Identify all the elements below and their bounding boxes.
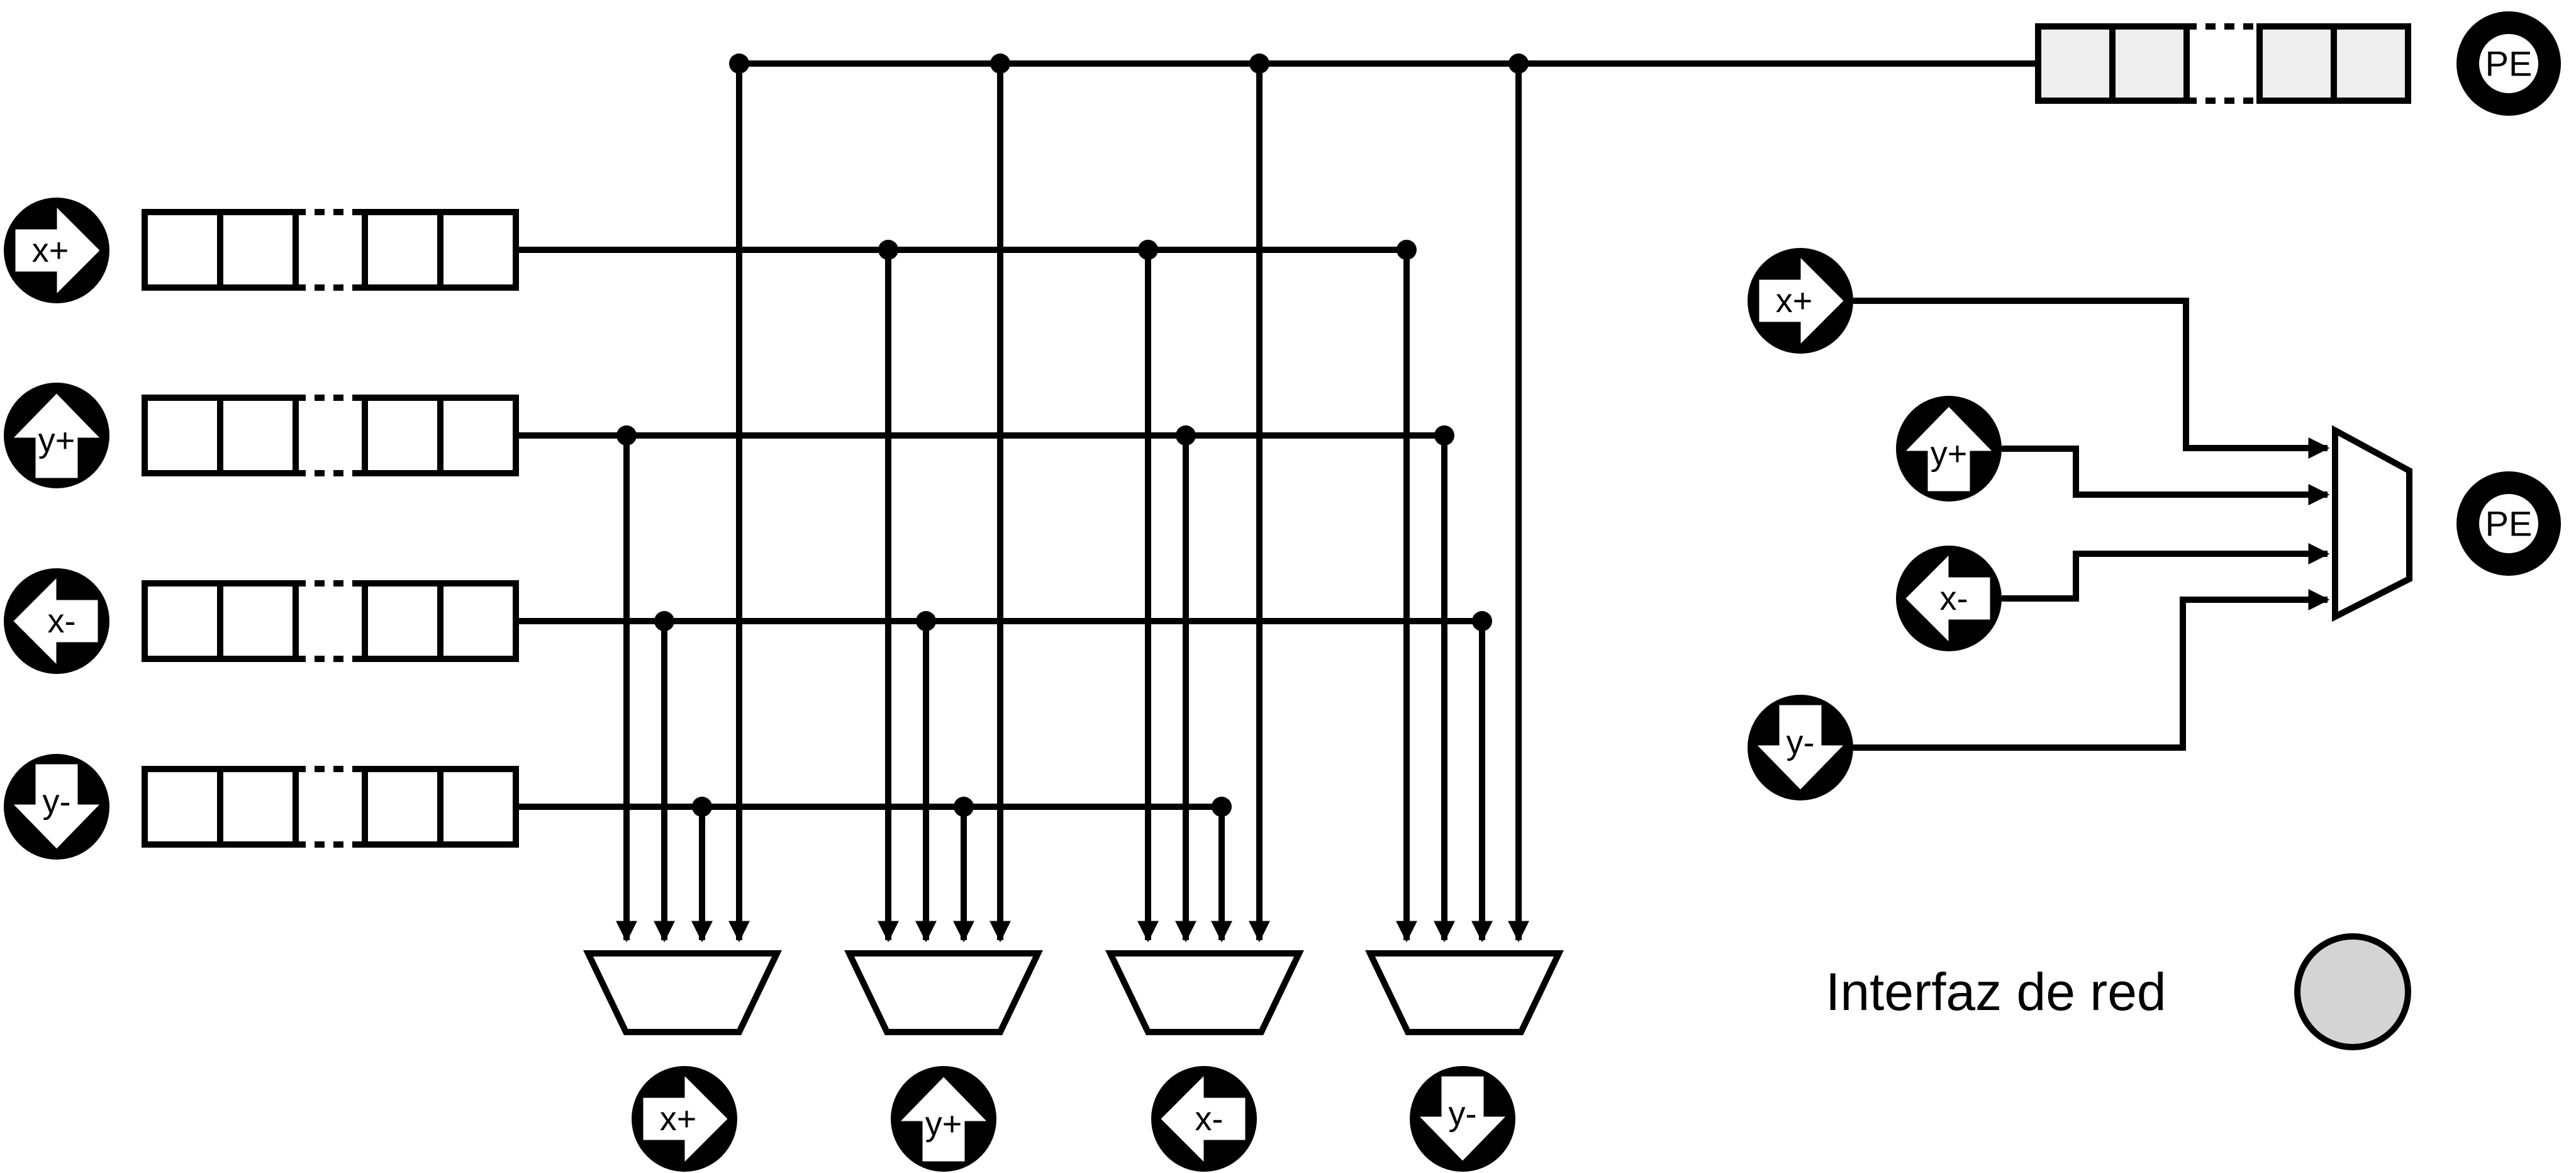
ejection-inputs: x+ y+ x- y- xyxy=(1748,248,2002,800)
input-port-y-plus: y+ xyxy=(4,383,109,488)
pe-ring-icon xyxy=(2456,471,2561,576)
pe-ring-icon xyxy=(2456,11,2561,116)
port-label: y+ xyxy=(925,1105,962,1143)
arrow-up-icon xyxy=(6,389,107,481)
legend-label-network-interface: Interfaz de red xyxy=(1826,962,2166,1021)
arrow-left-icon xyxy=(1901,547,1993,649)
ejection-mux xyxy=(2332,425,2412,622)
input-port-x-plus: x+ xyxy=(4,198,109,303)
input-buffer-x-plus xyxy=(142,209,519,291)
legend: Interfaz de red xyxy=(1826,933,2411,1050)
output-port-y-plus: y+ xyxy=(891,1066,996,1172)
network-interface-icon xyxy=(2294,933,2411,1050)
port-label: x+ xyxy=(1776,282,1813,320)
input-port-y-minus: y- xyxy=(4,754,109,860)
output-port-x-minus: x- xyxy=(1151,1066,1257,1172)
arrow-down-icon xyxy=(1412,1073,1513,1165)
input-buffer-x-minus xyxy=(142,580,519,662)
output-mux-y-minus xyxy=(1365,950,1564,1035)
port-label: x+ xyxy=(32,232,69,269)
port-label: y- xyxy=(1449,1095,1477,1133)
arrow-right-icon xyxy=(12,199,104,301)
arrow-down-icon xyxy=(6,761,107,853)
arrow-up-icon xyxy=(1899,402,1999,495)
pe-label: PE xyxy=(2485,504,2533,544)
output-port-y-minus: y- xyxy=(1410,1066,1515,1172)
ejection-port-x-minus: x- xyxy=(1896,546,2002,651)
port-label: x- xyxy=(1195,1100,1224,1138)
port-label: y- xyxy=(1787,724,1815,761)
output-mux-y-plus xyxy=(844,950,1043,1035)
junction-dots xyxy=(616,53,1529,817)
input-buffer-y-minus xyxy=(142,766,519,848)
pe-injection-buffer xyxy=(2035,23,2411,104)
output-mux-x-plus xyxy=(583,950,782,1035)
arrow-left-icon xyxy=(1156,1068,1249,1170)
port-label: y+ xyxy=(1931,435,1968,473)
port-label: y+ xyxy=(38,422,75,459)
output-port-x-plus: x+ xyxy=(632,1066,737,1172)
pe-source: PE xyxy=(2456,11,2561,116)
ejection-wires xyxy=(1853,298,2330,751)
arrow-left-icon xyxy=(9,570,101,672)
pe-sink: PE xyxy=(2456,471,2561,576)
port-label: x- xyxy=(1940,580,1968,617)
input-buffer-y-plus xyxy=(142,395,519,476)
input-port-x-minus: x- xyxy=(4,568,109,674)
output-mux-x-minus xyxy=(1105,950,1304,1035)
arrow-right-icon xyxy=(640,1068,732,1170)
arrow-down-icon xyxy=(1750,702,1851,794)
ejection-port-y-minus: y- xyxy=(1748,695,1853,800)
crossbar-taps xyxy=(615,64,1530,943)
pe-label: PE xyxy=(2485,44,2533,84)
port-label: x+ xyxy=(660,1100,697,1138)
port-label: x- xyxy=(48,602,76,640)
ejection-port-x-plus: x+ xyxy=(1748,248,1853,354)
ejection-port-y-plus: y+ xyxy=(1896,396,2002,502)
arrow-up-icon xyxy=(893,1072,994,1165)
arrow-right-icon xyxy=(1756,250,1848,352)
port-label: y- xyxy=(43,783,71,821)
